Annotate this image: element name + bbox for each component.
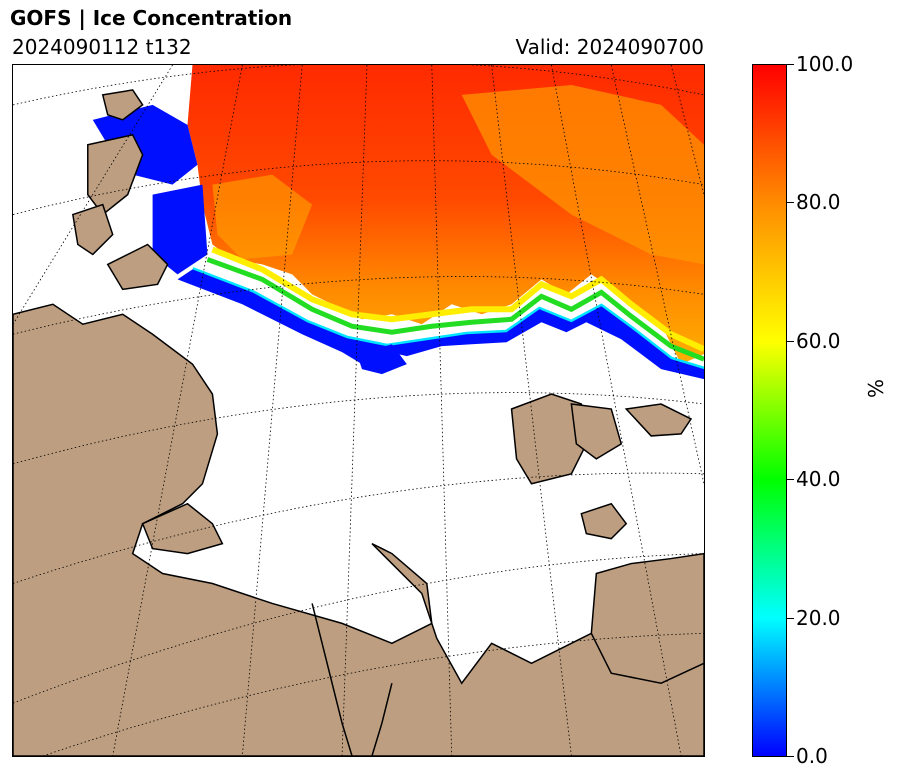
colorbar-tick-40 [787,479,794,480]
land-west-arc [71,203,114,256]
ice-edge-blue [177,269,704,380]
land-masses [13,89,704,756]
ice-patch-orange-2 [212,174,313,260]
colorbar-label-40: 40.0 [796,467,841,491]
colorbar-label-80: 80.0 [796,190,841,214]
run-label: 2024090112 t132 [12,35,192,59]
map-canvas [13,65,704,756]
ice-blue-lobe [152,184,208,275]
land-novaya-north [106,243,169,291]
ice-patch-orange [461,84,704,265]
colorbar-tick-80 [787,202,794,203]
land-island-east [624,403,693,437]
colorbar-tick-60 [787,341,794,342]
colorbar-tick-20 [787,618,794,619]
colorbar-label-20: 20.0 [796,606,841,630]
colorbar-label-0: 0.0 [796,744,828,768]
colorbar-unit: % [864,378,888,398]
land-novaya-zemlya-1 [510,393,593,485]
valid-label: Valid: 2024090700 [515,35,704,59]
land-island-south [580,502,628,540]
colorbar-label-100: 100.0 [796,52,854,76]
ice-concentration-map[interactable] [12,64,705,757]
ice-blue-tongue [357,344,407,375]
colorbar-tick-100 [787,64,794,65]
land-kola [141,502,224,555]
colorbar-label-60: 60.0 [796,329,841,353]
land-franz-josef-large [87,133,144,216]
colorbar [752,64,787,757]
colorbar-gradient [753,65,786,756]
colorbar-tick-0 [787,756,794,757]
land-taimyr [590,552,704,684]
map-title: GOFS | Ice Concentration [10,6,293,30]
ice-edge-green [206,257,704,362]
graticule [13,65,704,756]
land-svalbard [101,89,144,121]
land-novaya-zemlya-2 [570,403,623,460]
ice-edge-yellow [211,246,704,352]
ice-blue-west [92,104,198,185]
rivers [311,603,393,756]
